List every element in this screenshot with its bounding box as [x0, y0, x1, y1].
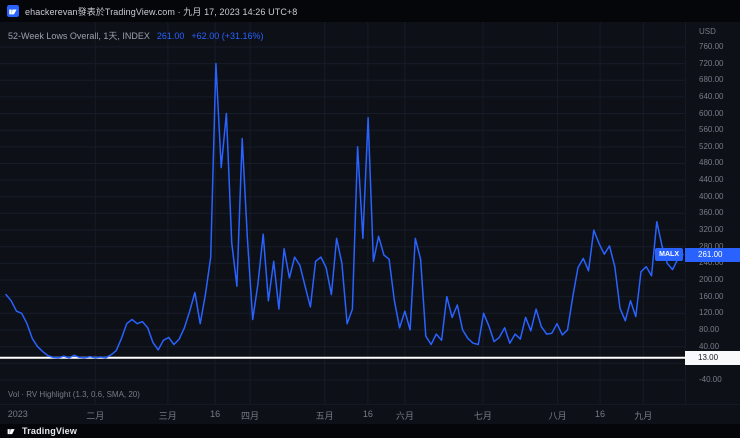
price-scale-tick: 520.00 — [699, 141, 724, 151]
tradingview-footer-logo-icon — [7, 429, 15, 435]
chart-canvas[interactable]: 52-Week Lows Overall, 1天, INDEX 261.00 +… — [0, 22, 685, 404]
price-scale[interactable]: USD 760.00 720.00 680.00 640.00 600.00 560.00… — [685, 22, 740, 404]
price-scale-tick: -40.00 — [699, 374, 722, 384]
tradingview-logo-icon — [7, 5, 19, 17]
indicator-label[interactable]: Vol · RV Highlight (1.3, 0.6, SMA, 20) — [8, 390, 140, 399]
price-scale-tick: 320.00 — [699, 225, 724, 235]
price-scale-tick: 560.00 — [699, 125, 724, 135]
price-chart[interactable] — [0, 22, 685, 404]
price-change: +62.00 (+31.16%) — [191, 31, 264, 41]
last-price: 261.00 — [156, 31, 185, 41]
price-scale-tick: 200.00 — [699, 274, 724, 284]
hline-axis-label: 13.00 — [685, 350, 740, 365]
time-scale-tick: 四月 — [241, 411, 260, 421]
time-scale[interactable]: 2023 二月 三月 16 四月 五月 16 六月 七月 八月 16 九月 — [0, 404, 740, 424]
price-scale-tick: 760.00 — [699, 41, 724, 51]
time-scale-tick: 五月 — [315, 411, 334, 421]
price-scale-tick: 120.00 — [699, 308, 724, 318]
price-scale-tick: 440.00 — [699, 175, 724, 185]
time-scale-tick: 九月 — [634, 411, 653, 421]
attribution-bar: ehackerevan發表於TradingView.com · 九月 17, 2… — [0, 0, 740, 22]
time-scale-tick: 七月 — [473, 411, 492, 421]
price-scale-tick: 720.00 — [699, 58, 724, 68]
price-scale-tick: 160.00 — [699, 291, 724, 301]
currency-label[interactable]: USD — [699, 27, 716, 36]
attribution-text[interactable]: ehackerevan發表於TradingView.com · 九月 17, 2… — [25, 6, 298, 17]
price-scale-tick: 240.00 — [699, 258, 724, 268]
last-price-axis-label: 261.00 — [685, 247, 740, 262]
price-scale-tick: 640.00 — [699, 91, 724, 101]
footer-brand[interactable]: TradingView — [22, 426, 78, 436]
time-scale-tick: 16 — [362, 409, 373, 419]
price-scale-tick: 280.00 — [699, 241, 724, 251]
time-scale-tick: 八月 — [548, 411, 567, 421]
time-scale-tick: 三月 — [158, 411, 177, 421]
price-scale-tick: 680.00 — [699, 75, 724, 85]
time-scale-tick: 16 — [595, 409, 606, 419]
price-scale-tick: 360.00 — [699, 208, 724, 218]
symbol-title[interactable]: 52-Week Lows Overall, 1天, INDEX — [8, 31, 150, 41]
symbol-price-tag: MALX — [655, 247, 683, 261]
time-scale-tick: 二月 — [86, 411, 105, 421]
time-scale-tick: 16 — [210, 409, 221, 419]
price-scale-tick: 40.00 — [699, 341, 720, 351]
time-scale-tick: 2023 — [7, 409, 28, 419]
price-scale-tick: 80.00 — [699, 324, 720, 334]
price-line-series[interactable] — [5, 62, 684, 359]
footer-bar: TradingView — [0, 424, 740, 438]
price-scale-tick: 400.00 — [699, 191, 724, 201]
chart-legend: 52-Week Lows Overall, 1天, INDEX 261.00 +… — [8, 29, 263, 42]
price-scale-tick: 480.00 — [699, 158, 724, 168]
time-scale-tick: 六月 — [395, 411, 414, 421]
price-scale-tick: 600.00 — [699, 108, 724, 118]
